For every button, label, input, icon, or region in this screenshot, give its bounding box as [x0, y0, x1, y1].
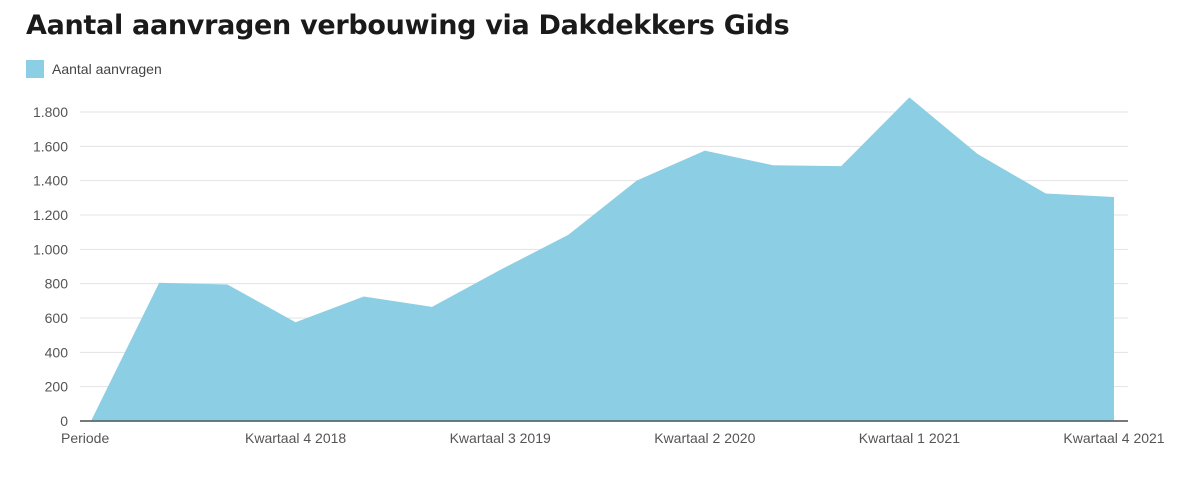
x-tick-label: Periode: [61, 430, 109, 446]
chart-title: Aantal aanvragen verbouwing via Dakdekke…: [26, 10, 790, 41]
y-tick-label: 1.400: [33, 173, 68, 189]
x-axis: Periode Kwartaal 4 2018 Kwartaal 3 2019 Kwa…: [61, 430, 1165, 446]
y-tick-label: 600: [45, 310, 69, 326]
legend-label: Aantal aanvragen: [52, 61, 162, 77]
x-tick-label: Kwartaal 3 2019: [450, 430, 551, 446]
y-tick-label: 400: [45, 344, 69, 360]
y-tick-label: 800: [45, 276, 69, 292]
y-tick-label: 1.600: [33, 138, 68, 154]
x-tick-label: Kwartaal 4 2018: [245, 430, 346, 446]
series-area: [91, 97, 1114, 421]
y-tick-label: 1.000: [33, 241, 68, 257]
x-tick-label: Kwartaal 1 2021: [859, 430, 960, 446]
y-tick-label: 200: [45, 379, 69, 395]
legend-swatch: [26, 60, 44, 78]
y-axis: 0 200 400 600 800 1.000 1.200 1.400 1.600 1.800: [33, 104, 68, 429]
x-tick-label: Kwartaal 2 2020: [654, 430, 755, 446]
y-tick-label: 1.800: [33, 104, 68, 120]
area-layer: [80, 97, 1128, 422]
x-tick-label: Kwartaal 4 2021: [1063, 430, 1164, 446]
y-tick-label: 1.200: [33, 207, 68, 223]
y-tick-label: 0: [60, 413, 68, 429]
legend: Aantal aanvragen: [26, 60, 162, 78]
